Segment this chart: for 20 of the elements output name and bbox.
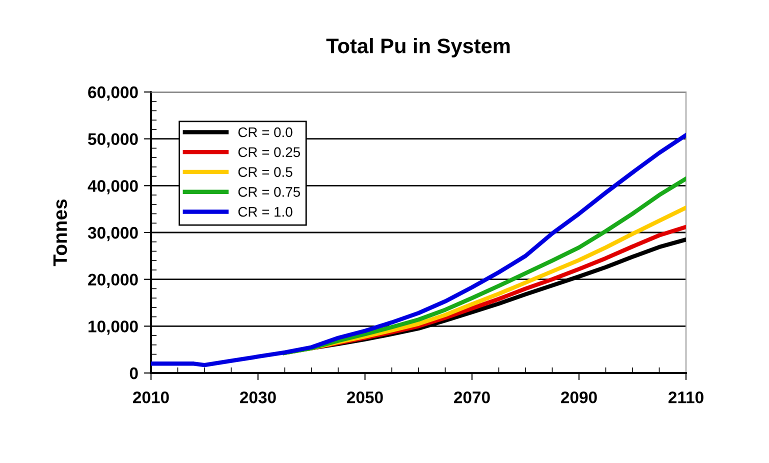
y-tick-label: 30,000 <box>88 226 138 242</box>
y-tick-label: 0 <box>130 367 138 380</box>
legend-label: CR = 0.0 <box>238 127 292 138</box>
legend-label: CR = 0.75 <box>238 187 300 197</box>
x-tick-label: 2010 <box>133 391 169 404</box>
y-tick-label: 40,000 <box>88 180 138 194</box>
x-tick-label: 2030 <box>240 391 276 404</box>
x-tick-label: 2110 <box>668 391 704 404</box>
chart-title: Total Pu in System <box>326 38 510 58</box>
x-tick-label: 2070 <box>454 391 490 404</box>
y-tick-label: 60,000 <box>88 86 138 101</box>
legend-label: CR = 1.0 <box>238 206 292 217</box>
legend-label: CR = 0.5 <box>238 167 292 177</box>
y-tick-label: 50,000 <box>88 133 138 148</box>
y-tick-label: 20,000 <box>88 274 138 288</box>
y-tick-label: 10,000 <box>88 320 138 335</box>
legend-label: CR = 0.25 <box>238 147 300 158</box>
y-axis-title: Tonnes <box>53 199 68 266</box>
x-tick-label: 2090 <box>561 391 597 404</box>
x-tick-label: 2050 <box>347 391 383 404</box>
